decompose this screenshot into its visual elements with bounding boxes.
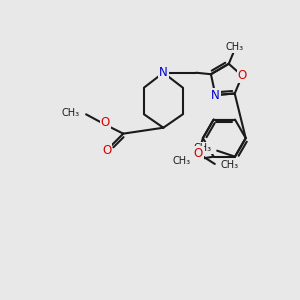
Text: CH₃: CH₃: [221, 160, 239, 170]
Text: N: N: [211, 88, 220, 101]
Text: O: O: [101, 116, 110, 129]
Text: O: O: [102, 144, 112, 157]
Text: O: O: [194, 147, 203, 160]
Text: CH₃: CH₃: [226, 43, 244, 52]
Text: N: N: [159, 66, 168, 79]
Text: CH₃: CH₃: [61, 108, 80, 118]
Text: O: O: [238, 69, 247, 82]
Text: CH₃: CH₃: [172, 156, 190, 166]
Text: CH₃: CH₃: [194, 143, 212, 153]
